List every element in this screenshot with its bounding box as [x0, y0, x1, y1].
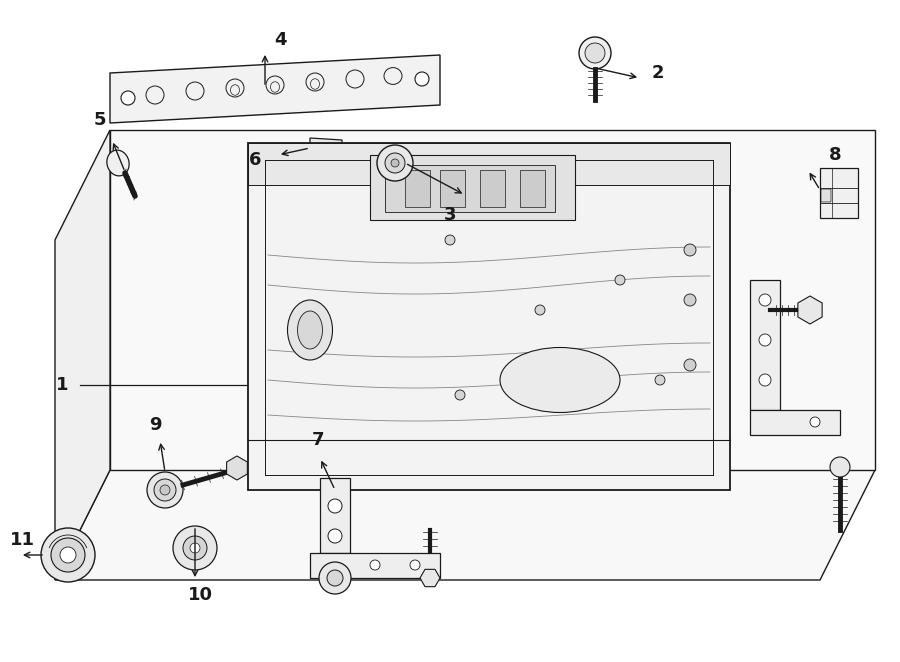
Ellipse shape [500, 348, 620, 412]
Text: 7: 7 [311, 431, 324, 449]
Circle shape [810, 417, 820, 427]
Polygon shape [248, 143, 730, 490]
Text: 5: 5 [94, 111, 106, 129]
Circle shape [455, 390, 465, 400]
Text: 2: 2 [652, 64, 664, 82]
Polygon shape [798, 296, 822, 324]
Polygon shape [370, 155, 575, 220]
Circle shape [684, 294, 696, 306]
Text: 6: 6 [248, 151, 261, 169]
Circle shape [41, 528, 95, 582]
Circle shape [684, 244, 696, 256]
Ellipse shape [298, 311, 322, 349]
Polygon shape [310, 138, 342, 160]
Circle shape [327, 570, 343, 586]
Circle shape [328, 499, 342, 513]
Circle shape [147, 472, 183, 508]
Circle shape [160, 485, 170, 495]
Circle shape [579, 37, 611, 69]
Circle shape [415, 72, 429, 86]
Circle shape [328, 529, 342, 543]
Circle shape [121, 91, 135, 105]
Polygon shape [310, 553, 440, 578]
Text: 3: 3 [444, 206, 456, 224]
Polygon shape [520, 170, 545, 207]
Polygon shape [385, 165, 555, 212]
Circle shape [830, 457, 850, 477]
Circle shape [183, 536, 207, 560]
Circle shape [391, 159, 399, 167]
Ellipse shape [287, 300, 332, 360]
Polygon shape [420, 569, 440, 587]
Circle shape [370, 560, 380, 570]
Polygon shape [55, 470, 875, 580]
Circle shape [154, 479, 176, 501]
Circle shape [655, 375, 665, 385]
Ellipse shape [107, 150, 129, 176]
Polygon shape [480, 170, 505, 207]
Circle shape [684, 359, 696, 371]
Text: 8: 8 [829, 146, 842, 164]
Polygon shape [750, 280, 780, 410]
Polygon shape [320, 478, 350, 553]
Circle shape [410, 560, 420, 570]
Circle shape [60, 547, 76, 563]
Polygon shape [227, 456, 248, 480]
Circle shape [51, 538, 85, 572]
Polygon shape [55, 130, 110, 580]
Text: 1: 1 [56, 376, 68, 394]
Circle shape [759, 334, 771, 346]
Text: 11: 11 [10, 531, 35, 549]
Circle shape [535, 305, 545, 315]
Text: 9: 9 [148, 416, 161, 434]
Circle shape [585, 43, 605, 63]
Circle shape [445, 235, 455, 245]
Circle shape [615, 275, 625, 285]
Circle shape [759, 294, 771, 306]
Polygon shape [440, 170, 465, 207]
Polygon shape [110, 55, 440, 123]
Polygon shape [110, 130, 875, 470]
Polygon shape [750, 410, 840, 435]
Circle shape [321, 144, 331, 154]
Text: 4: 4 [274, 31, 286, 49]
Circle shape [319, 562, 351, 594]
FancyBboxPatch shape [821, 189, 831, 202]
Polygon shape [248, 143, 730, 185]
Polygon shape [405, 170, 430, 207]
Circle shape [190, 543, 200, 553]
Text: 10: 10 [187, 586, 212, 604]
Polygon shape [820, 168, 858, 218]
Circle shape [759, 374, 771, 386]
Circle shape [377, 145, 413, 181]
Circle shape [173, 526, 217, 570]
Circle shape [385, 153, 405, 173]
